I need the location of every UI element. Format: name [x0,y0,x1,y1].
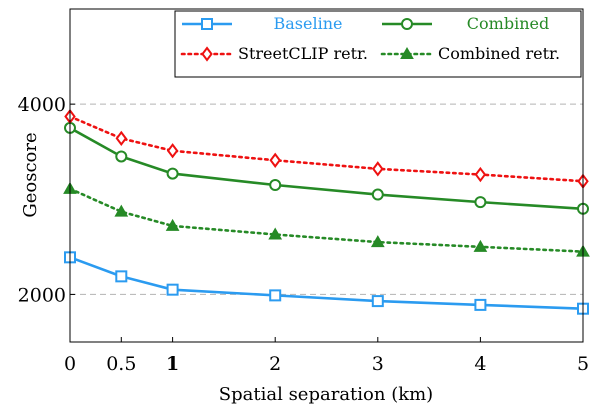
legend-entry-1: Combined [382,14,549,33]
data-point [268,227,283,240]
x-axis-label: Spatial separation (km) [219,384,433,405]
data-point [474,298,487,311]
data-point [115,270,128,283]
data-point [474,196,487,209]
x-tick-label: 3 [372,353,384,375]
y-axis-label: Geoscore [20,132,41,217]
x-tick-label: 1 [166,353,179,375]
series-line [68,187,585,253]
series-layer [63,108,590,315]
data-point [371,188,384,201]
y-tick-label: 2000 [18,284,66,306]
x-tick-label: 2 [269,353,281,375]
data-point [473,239,488,252]
series-line [69,126,584,211]
data-point [166,167,179,180]
data-point [115,130,128,147]
data-point [166,143,179,159]
legend-box [174,10,582,78]
series-0 [64,251,589,315]
data-point [269,179,282,192]
legend-label: Combined retr. [438,44,560,63]
data-point [269,152,281,168]
series-line [68,115,585,183]
data-point [370,235,385,248]
legend-label: Combined [467,14,549,33]
legend-entry-0: Baseline [182,14,342,33]
legend-marker [401,18,413,30]
legend: Baseline Combined StreetCLIP retr. Combined… [174,10,582,78]
ticks: 2000 4000 0 0.5 1 2 3 4 5 [18,94,589,375]
data-point [474,166,487,183]
series-2 [64,108,589,189]
legend-label: StreetCLIP retr. [238,44,368,63]
data-point [269,289,282,302]
plot-frame [69,8,584,343]
legend-marker [201,46,213,62]
legend-marker [201,18,213,30]
y-tick-label: 4000 [18,94,66,116]
data-point [371,295,384,308]
data-point [114,204,129,217]
series-line [69,256,584,310]
grid [70,103,583,295]
data-point [165,218,180,231]
x-tick-label: 5 [577,353,589,375]
legend-entry-2: StreetCLIP retr. [180,44,368,63]
legend-entry-3: Combined retr. [380,44,560,63]
data-point [166,283,179,296]
data-point [115,150,128,163]
series-1 [64,121,589,215]
legend-label: Baseline [274,14,343,33]
x-tick-label: 0.5 [106,353,136,375]
legend-marker [400,46,414,59]
x-tick-label: 4 [474,353,486,375]
series-3 [63,181,590,257]
data-point [372,161,384,177]
x-tick-label: 0 [64,353,76,375]
